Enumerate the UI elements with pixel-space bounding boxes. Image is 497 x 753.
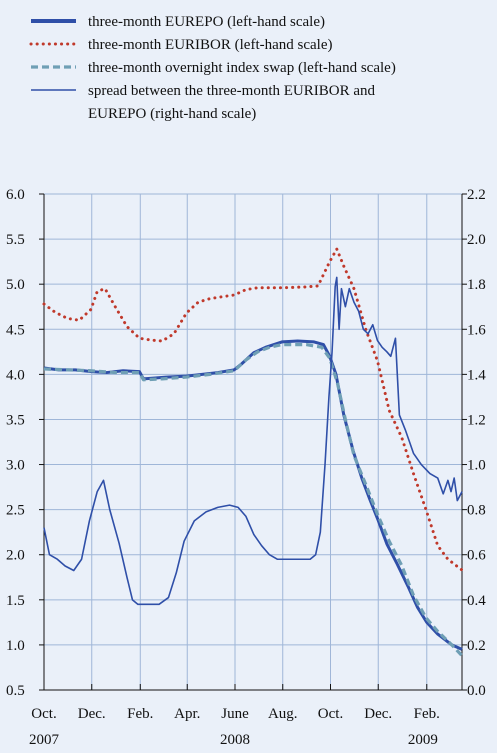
legend-label: three-month overnight index swap (left-h… [88, 60, 396, 76]
x-axis-month-label: Dec. [364, 706, 392, 722]
right-axis-tick-label: 2.2 [467, 187, 486, 203]
x-axis-month-label: Apr. [174, 706, 200, 722]
right-axis-tick-label: 1.6 [467, 322, 486, 338]
left-axis-tick-label: 5.0 [6, 277, 25, 293]
grid [44, 193, 462, 690]
left-axis-tick-label: 5.5 [6, 232, 25, 248]
legend-label: EUREPO (right-hand scale) [88, 106, 256, 122]
right-axis-tick-label: 0.0 [467, 683, 486, 699]
axes [39, 193, 467, 691]
x-axis-month-label: Oct. [318, 706, 343, 722]
right-axis-tick-label: 0.6 [467, 548, 486, 564]
left-axis-tick-label: 4.0 [6, 367, 25, 383]
legend-label: three-month EURIBOR (left-hand scale) [88, 37, 333, 53]
left-axis-tick-label: 3.5 [6, 412, 25, 428]
left-axis-tick-label: 6.0 [6, 187, 25, 203]
x-axis-month-label: Oct. [31, 706, 56, 722]
legend: three-month EUREPO (left-hand scale) thre… [29, 14, 396, 122]
series-line-ois [43, 343, 464, 657]
x-axis-year-label: 2009 [408, 732, 438, 748]
right-axis-tick-label: 1.0 [467, 458, 486, 474]
left-axis-tick-label: 2.0 [6, 548, 25, 564]
right-axis-labels: 0.0 0.2 0.4 0.6 0.8 1.0 1.2 1.4 1.6 1.8 2.0 2.2 [467, 187, 486, 699]
x-axis-year-label: 2008 [220, 732, 250, 748]
left-axis-labels: 0.5 1.0 1.5 2.0 2.5 3.0 3.5 4.0 4.5 5.0 5.5 6.0 [6, 187, 25, 699]
x-axis-month-label: June [221, 706, 249, 722]
right-axis-tick-label: 1.8 [467, 277, 486, 293]
legend-label: spread between the three-month EURIBOR a… [88, 83, 375, 99]
x-axis-month-label: Feb. [414, 706, 440, 722]
x-axis-year-label: 2007 [29, 732, 60, 748]
series-lines [42, 247, 464, 657]
right-axis-tick-label: 2.0 [467, 232, 486, 248]
x-axis-month-label: Dec. [78, 706, 106, 722]
x-axis-labels: Oct. Dec. Feb. Apr. June Aug. Oct. Dec. Feb. 2007… [29, 706, 440, 748]
x-axis-month-label: Feb. [127, 706, 153, 722]
left-axis-tick-label: 3.0 [6, 458, 25, 474]
right-axis-tick-label: 0.4 [467, 593, 486, 609]
series-line-spread [43, 276, 463, 606]
left-axis-tick-label: 1.0 [6, 638, 25, 654]
right-axis-tick-label: 1.4 [467, 367, 486, 383]
right-axis-tick-label: 0.2 [467, 638, 486, 654]
left-axis-tick-label: 1.5 [6, 593, 25, 609]
legend-label: three-month EUREPO (left-hand scale) [88, 14, 325, 30]
right-axis-tick-label: 1.2 [467, 412, 486, 428]
left-axis-tick-label: 4.5 [6, 322, 25, 338]
right-axis-tick-label: 0.8 [467, 503, 486, 519]
left-axis-tick-label: 0.5 [6, 683, 25, 699]
x-axis-month-label: Aug. [268, 706, 298, 722]
left-axis-tick-label: 2.5 [6, 503, 25, 519]
